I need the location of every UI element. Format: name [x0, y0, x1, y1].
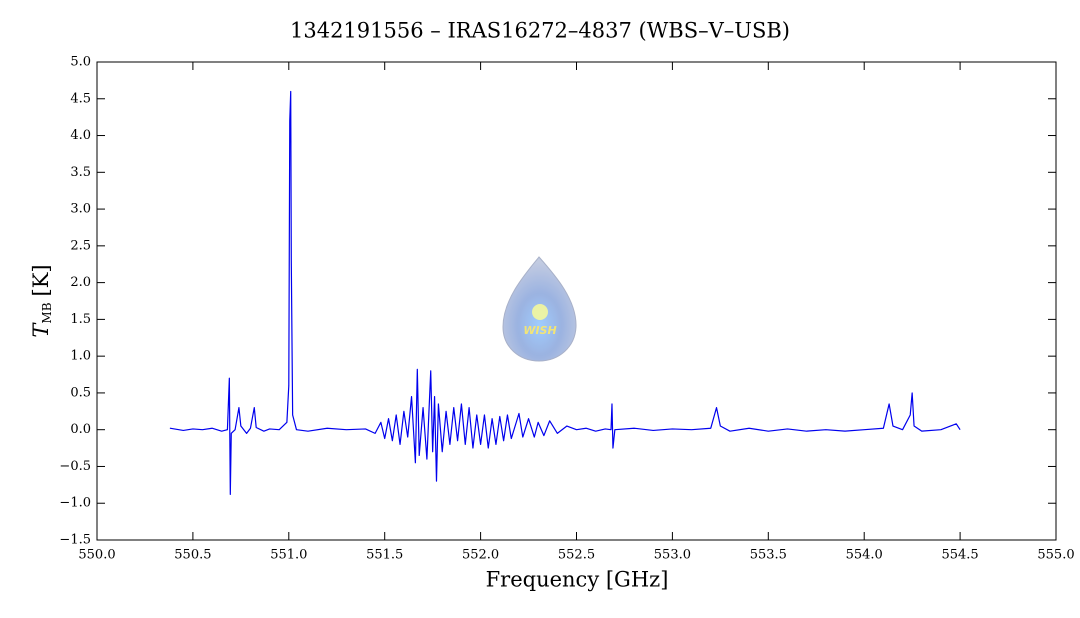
x-axis-label: Frequency [GHz]: [486, 568, 669, 592]
x-tick-label: 554.5: [941, 548, 978, 563]
y-axis-label: TMB [K]: [29, 264, 54, 337]
logo-star: [532, 304, 548, 320]
y-tick-label: 4.0: [70, 128, 91, 143]
x-tick-label: 550.5: [174, 548, 211, 563]
spectrum-line: [169, 90, 961, 496]
x-tick-label: 553.0: [654, 548, 691, 563]
logo-text: WISH: [523, 324, 556, 337]
x-tick-label: 552.5: [558, 548, 595, 563]
x-tick-label: 550.0: [78, 548, 115, 563]
x-tick-label: 551.5: [366, 548, 403, 563]
logo: WISH: [502, 256, 577, 362]
y-tick-label: 3.0: [70, 202, 91, 217]
y-tick-label: −1.0: [59, 496, 91, 511]
y-label-sub: MB: [40, 302, 54, 323]
y-tick-label: 2.0: [70, 275, 91, 290]
x-tick-label: 552.0: [462, 548, 499, 563]
y-label-main: T: [29, 322, 53, 338]
y-tick-label: 4.5: [70, 91, 91, 106]
y-tick-label: −0.5: [59, 459, 91, 474]
y-tick-label: −1.5: [59, 533, 91, 548]
plot-frame: [96, 61, 1057, 541]
y-tick-label: 1.5: [70, 312, 91, 327]
y-tick-label: 3.5: [70, 165, 91, 180]
chart-title: 1342191556 – IRAS16272–4837 (WBS–V–USB): [290, 19, 790, 43]
x-tick-label: 553.5: [750, 548, 787, 563]
x-tick-label: 555.0: [1037, 548, 1074, 563]
y-tick-label: 0.5: [70, 385, 91, 400]
y-tick-label: 0.0: [70, 422, 91, 437]
y-tick-label: 5.0: [70, 55, 91, 70]
x-tick-label: 554.0: [846, 548, 883, 563]
y-tick-label: 1.0: [70, 349, 91, 364]
y-label-unit: [K]: [29, 264, 53, 296]
y-tick-label: 2.5: [70, 238, 91, 253]
x-tick-label: 551.0: [270, 548, 307, 563]
